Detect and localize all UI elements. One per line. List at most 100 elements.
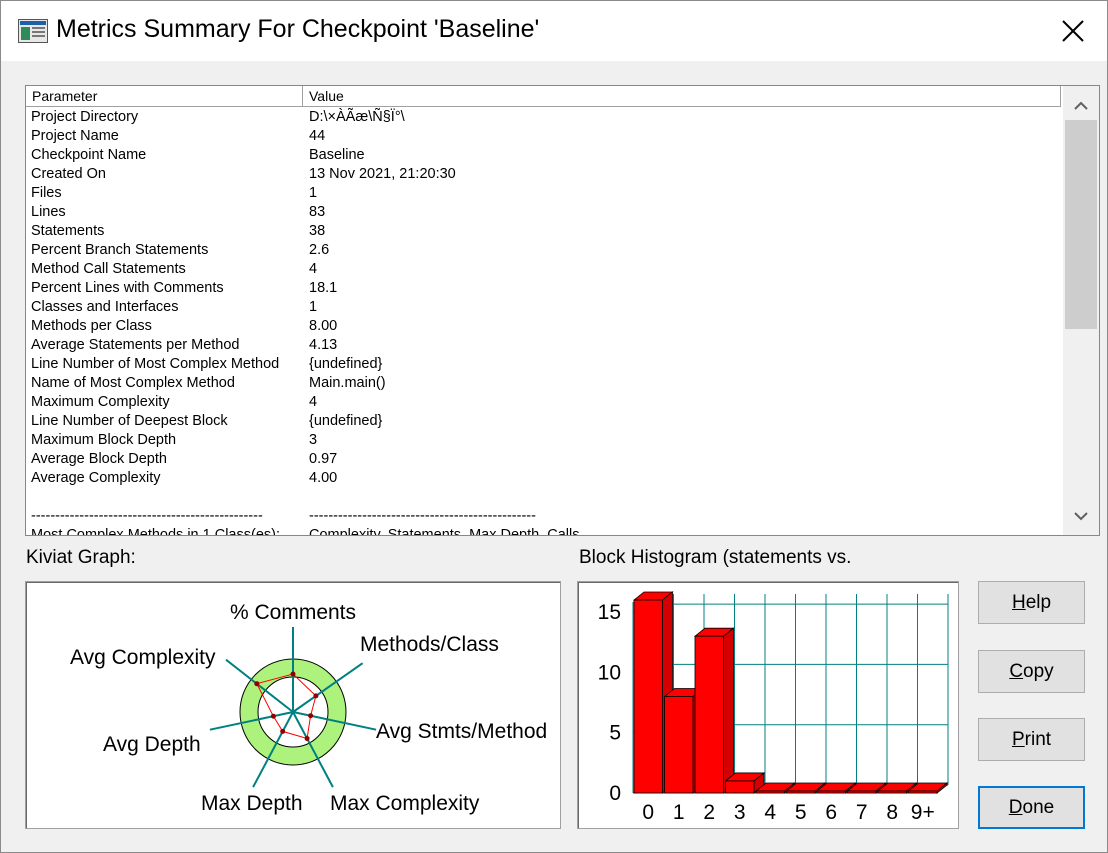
table-row[interactable]: Project Name 44: [26, 127, 1061, 146]
row-parameter: Method Call Statements: [31, 261, 186, 277]
row-parameter: Name of Most Complex Method: [31, 375, 235, 391]
row-parameter: Files: [31, 185, 62, 201]
row-value: 4.00: [309, 470, 338, 486]
kiviat-axis-label-avg-stmts: Avg Stmts/Method: [376, 720, 547, 743]
table-row[interactable]: Classes and Interfaces 1: [26, 298, 1061, 317]
row-parameter: Project Directory: [31, 109, 139, 125]
table-row[interactable]: Project Directory D:\×ÀÃæ\Ñ§Ï°\: [26, 108, 1061, 127]
column-header-value[interactable]: Value: [303, 86, 1061, 106]
table-row[interactable]: Statements 38: [26, 222, 1061, 241]
row-value: 3: [309, 432, 318, 448]
row-value: 1: [309, 299, 318, 315]
row-value: 83: [309, 204, 326, 220]
row-value: 2.6: [309, 242, 330, 258]
histogram-label: Block Histogram (statements vs.: [579, 547, 852, 568]
vertical-scrollbar[interactable]: [1063, 86, 1099, 535]
row-parameter: Lines: [31, 204, 66, 220]
table-row[interactable]: Checkpoint Name Baseline: [26, 146, 1061, 165]
histogram-bar: [908, 790, 938, 794]
row-value: {undefined}: [309, 356, 383, 372]
histogram-bar: [816, 790, 846, 794]
kiviat-panel: % Comments Methods/Class Avg Stmts/Metho…: [25, 581, 561, 829]
kiviat-point: [304, 736, 310, 741]
kiviat-axis: [292, 711, 377, 731]
table-row[interactable]: ----------------------------------------…: [26, 507, 1061, 526]
row-value: 4.13: [309, 337, 338, 353]
x-tick-label: 8: [886, 801, 898, 824]
y-tick-label: 0: [609, 782, 621, 805]
row-value: Main.main(): [309, 375, 386, 391]
app-window-icon: [18, 19, 48, 43]
table-row[interactable]: Most Complex Methods in 1 Class(es): Comp…: [26, 526, 1061, 536]
scroll-thumb[interactable]: [1065, 120, 1097, 329]
window-title: Metrics Summary For Checkpoint 'Baseline…: [56, 15, 540, 43]
row-value: 13 Nov 2021, 21:20:30: [309, 166, 456, 182]
histogram-bar: [725, 780, 755, 794]
row-value: 4: [309, 394, 318, 410]
kiviat-axis-label-max-complexity: Max Complexity: [330, 792, 480, 815]
table-row[interactable]: Lines 83: [26, 203, 1061, 222]
x-tick-label: 3: [734, 801, 746, 824]
scroll-down-button[interactable]: [1063, 502, 1099, 530]
table-row[interactable]: Percent Branch Statements 2.6: [26, 241, 1061, 260]
table-row[interactable]: Line Number of Most Complex Method {undef…: [26, 355, 1061, 374]
row-value: 38: [309, 223, 326, 239]
row-parameter: ----------------------------------------…: [31, 508, 263, 524]
x-tick-label: 6: [825, 801, 837, 824]
row-parameter: Statements: [31, 223, 105, 239]
table-row[interactable]: Average Block Depth 0.97: [26, 450, 1061, 469]
column-header-parameter[interactable]: Parameter: [26, 86, 303, 106]
histogram-bar: [664, 696, 694, 794]
kiviat-axis: [225, 658, 294, 713]
row-value: D:\×ÀÃæ\Ñ§Ï°\: [309, 109, 405, 125]
table-row[interactable]: Name of Most Complex Method Main.main(): [26, 374, 1061, 393]
row-value: 1: [309, 185, 318, 201]
x-tick-label: 5: [795, 801, 807, 824]
row-value: 4: [309, 261, 318, 277]
kiviat-point: [254, 681, 260, 687]
histogram-bar: [877, 790, 907, 794]
kiviat-label: Kiviat Graph:: [26, 547, 136, 568]
row-parameter: Project Name: [31, 128, 119, 144]
scroll-up-button[interactable]: [1063, 92, 1099, 120]
histogram-bar: [755, 790, 785, 794]
row-parameter: Maximum Block Depth: [31, 432, 177, 448]
kiviat-axis-label-methods-class: Methods/Class: [360, 633, 499, 656]
table-row[interactable]: Files 1: [26, 184, 1061, 203]
x-tick-label: 0: [642, 801, 654, 824]
row-value: 44: [309, 128, 326, 144]
list-header: Parameter Value: [26, 86, 1061, 107]
x-tick-label: 9+: [911, 801, 935, 824]
row-parameter: Percent Lines with Comments: [31, 280, 224, 296]
table-row[interactable]: [26, 488, 1061, 507]
y-tick-label: 5: [609, 722, 621, 745]
table-row[interactable]: Method Call Statements 4: [26, 260, 1061, 279]
table-row[interactable]: Maximum Complexity 4: [26, 393, 1061, 412]
histogram-bar: [786, 790, 816, 794]
kiviat-axis-label-comments: % Comments: [230, 601, 356, 624]
histogram-bar: [694, 635, 724, 794]
histogram-bar: [847, 790, 877, 794]
row-value: Complexity, Statements, Max Depth, Calls: [309, 527, 580, 536]
table-row[interactable]: Percent Lines with Comments 18.1: [26, 279, 1061, 298]
row-parameter: Line Number of Most Complex Method: [31, 356, 280, 372]
metrics-list[interactable]: Parameter Value Project Directory D:\×ÀÃæ…: [25, 85, 1100, 536]
close-icon: [1062, 20, 1084, 42]
table-row[interactable]: Methods per Class 8.00: [26, 317, 1061, 336]
kiviat-axis-label-avg-complexity: Avg Complexity: [70, 646, 216, 669]
table-row[interactable]: Line Number of Deepest Block {undefined}: [26, 412, 1061, 431]
kiviat-point: [308, 713, 314, 719]
kiviat-axis-label-avg-depth: Avg Depth: [103, 733, 201, 756]
table-row[interactable]: Created On 13 Nov 2021, 21:20:30: [26, 165, 1061, 184]
table-row[interactable]: Average Complexity 4.00: [26, 469, 1061, 488]
close-button[interactable]: [1047, 9, 1099, 53]
row-parameter: Percent Branch Statements: [31, 242, 209, 258]
table-row[interactable]: Maximum Block Depth 3: [26, 431, 1061, 450]
table-row[interactable]: Average Statements per Method 4.13: [26, 336, 1061, 355]
histogram-bar: [633, 599, 663, 794]
kiviat-point: [270, 713, 276, 719]
